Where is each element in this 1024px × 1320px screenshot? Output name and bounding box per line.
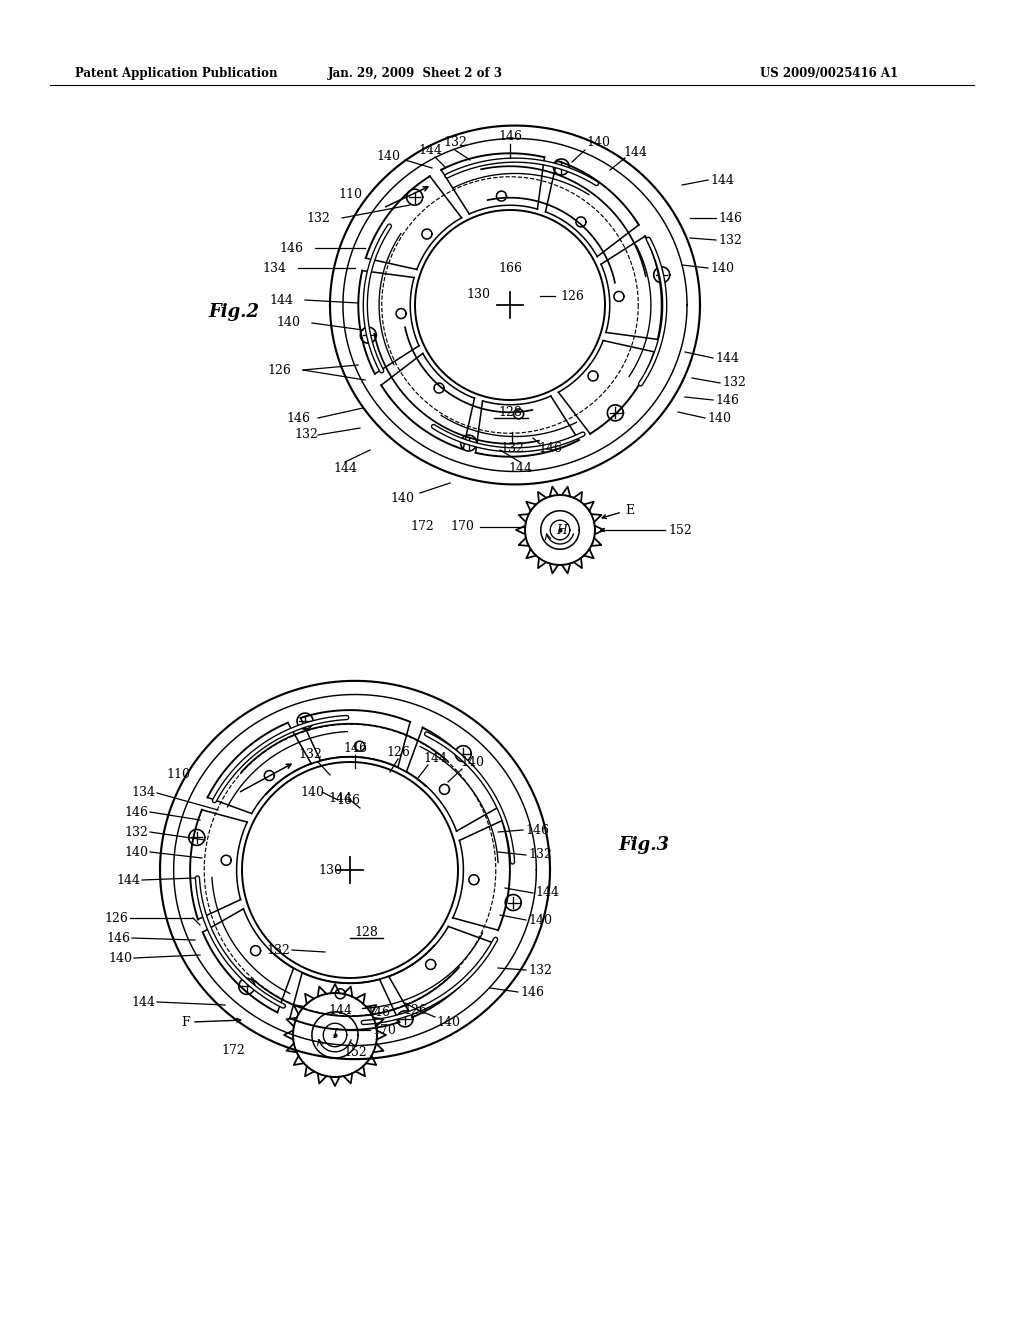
Text: 126: 126 (403, 1003, 427, 1016)
Text: 132: 132 (294, 429, 318, 441)
Text: 172: 172 (411, 520, 434, 533)
Text: 132: 132 (528, 964, 552, 977)
Text: 140: 140 (436, 1015, 460, 1028)
Text: 144: 144 (333, 462, 357, 474)
Text: 146: 146 (343, 742, 367, 755)
Text: 130: 130 (466, 289, 490, 301)
Text: 144: 144 (328, 792, 352, 804)
Text: 144: 144 (535, 887, 559, 899)
Text: 128: 128 (498, 405, 522, 418)
Text: 146: 146 (279, 242, 303, 255)
Text: 146: 146 (538, 441, 562, 454)
Text: 146: 146 (525, 824, 549, 837)
Text: 132: 132 (528, 849, 552, 862)
Text: 146: 146 (498, 131, 522, 144)
Text: 132: 132 (124, 825, 148, 838)
Text: 140: 140 (528, 913, 552, 927)
Text: 132: 132 (298, 748, 322, 762)
Text: 146: 146 (286, 412, 310, 425)
Text: Fig.3: Fig.3 (618, 836, 669, 854)
Text: 140: 140 (390, 491, 414, 504)
Text: 132: 132 (718, 234, 741, 247)
Text: 126: 126 (560, 289, 584, 302)
Text: Fig.2: Fig.2 (208, 304, 259, 321)
Text: 126: 126 (104, 912, 128, 924)
Text: 132: 132 (500, 441, 524, 454)
Text: 172: 172 (221, 1044, 245, 1056)
Text: 144: 144 (508, 462, 532, 474)
Text: 130: 130 (318, 863, 342, 876)
Text: 140: 140 (710, 261, 734, 275)
Text: 134: 134 (262, 261, 286, 275)
Text: Jan. 29, 2009  Sheet 2 of 3: Jan. 29, 2009 Sheet 2 of 3 (328, 66, 503, 79)
Text: 144: 144 (131, 995, 155, 1008)
Text: 132: 132 (443, 136, 467, 149)
Text: F: F (181, 1015, 190, 1028)
Text: 140: 140 (376, 150, 400, 164)
Text: 126: 126 (386, 746, 410, 759)
Text: 166: 166 (336, 793, 360, 807)
Text: 110: 110 (338, 189, 362, 202)
Text: 146: 146 (718, 211, 742, 224)
Text: 140: 140 (124, 846, 148, 858)
Text: 140: 140 (108, 952, 132, 965)
Text: E: E (625, 503, 634, 516)
Text: 144: 144 (269, 293, 293, 306)
Text: 134: 134 (131, 787, 155, 800)
Text: 144: 144 (715, 351, 739, 364)
Text: 166: 166 (498, 261, 522, 275)
Text: 152: 152 (343, 1045, 367, 1059)
Text: 144: 144 (623, 145, 647, 158)
Text: 126: 126 (267, 363, 291, 376)
Text: 144: 144 (710, 173, 734, 186)
Text: 146: 146 (124, 805, 148, 818)
Text: 144: 144 (328, 1003, 352, 1016)
Text: 146: 146 (520, 986, 544, 998)
Text: 146: 146 (366, 1006, 390, 1019)
Text: 170: 170 (372, 1023, 396, 1036)
Text: Patent Application Publication: Patent Application Publication (75, 66, 278, 79)
Text: 132: 132 (306, 211, 330, 224)
Text: 146: 146 (106, 932, 130, 945)
Text: 132: 132 (722, 376, 745, 389)
Text: 140: 140 (586, 136, 610, 149)
Text: 144: 144 (116, 874, 140, 887)
Text: H: H (557, 524, 567, 536)
Text: 132: 132 (266, 944, 290, 957)
Text: 152: 152 (668, 524, 692, 536)
Text: 170: 170 (451, 520, 474, 533)
Text: 144: 144 (418, 144, 442, 157)
Text: 140: 140 (707, 412, 731, 425)
Text: 140: 140 (300, 785, 324, 799)
Text: 110: 110 (166, 768, 190, 781)
Text: 144: 144 (423, 751, 447, 764)
Text: 140: 140 (460, 755, 484, 768)
Text: 140: 140 (276, 317, 300, 330)
Text: 146: 146 (715, 393, 739, 407)
Text: I: I (333, 1028, 338, 1041)
Text: 128: 128 (354, 925, 378, 939)
Text: US 2009/0025416 A1: US 2009/0025416 A1 (760, 66, 898, 79)
